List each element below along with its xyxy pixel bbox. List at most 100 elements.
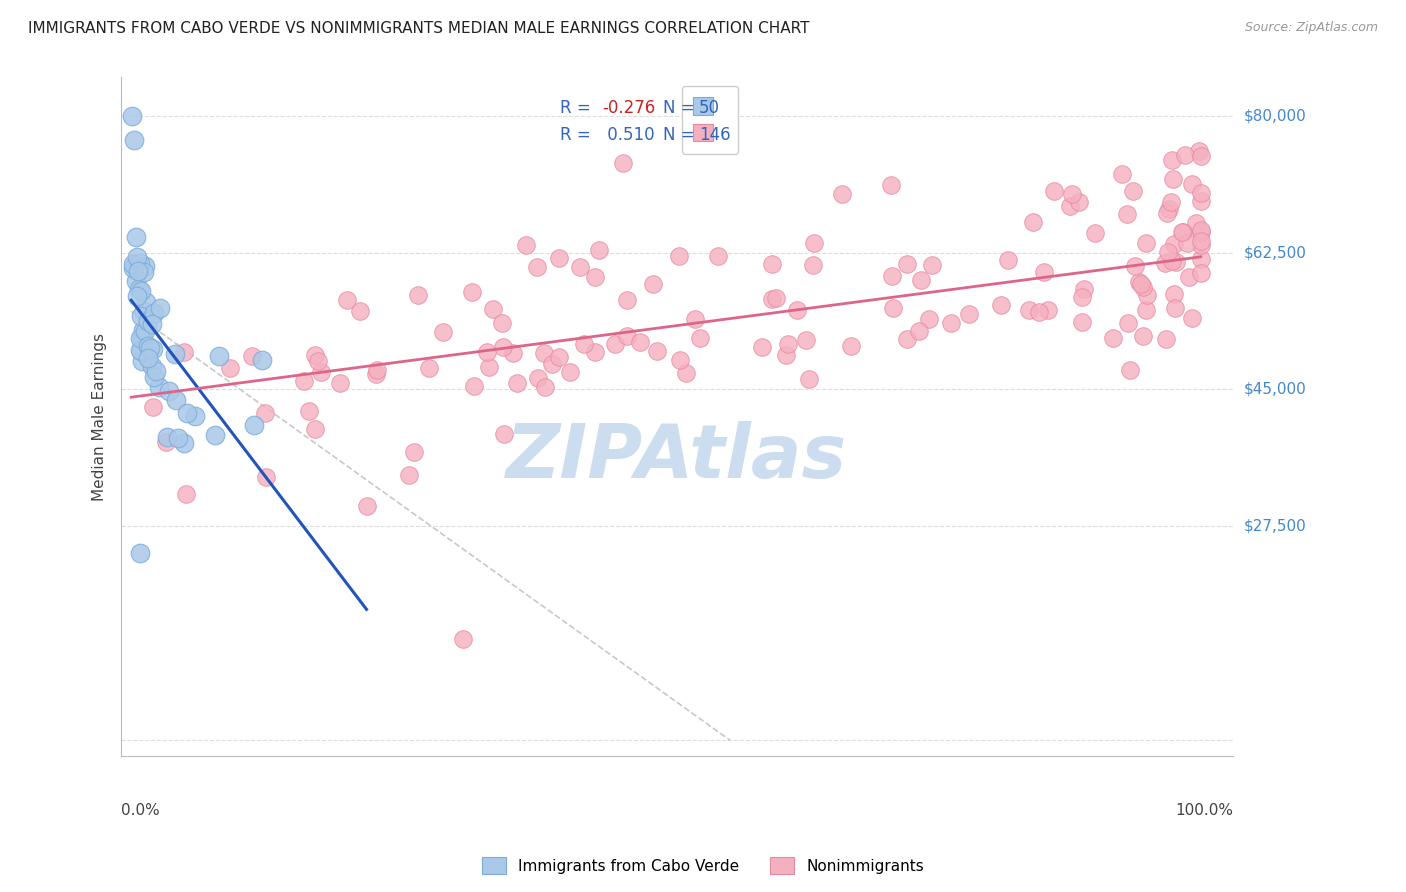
Point [492,340,515,354]
Point [132,323,155,337]
Point [329,376,352,390]
Point [366,363,388,377]
Point [1102,331,1125,345]
Point [1163,286,1185,301]
Point [1164,255,1187,269]
Point [304,348,326,362]
Point [1135,236,1157,251]
Point [1159,202,1181,216]
Point [121,257,143,271]
Point [142,401,165,415]
Point [173,435,195,450]
Point [533,346,555,360]
Point [1189,194,1212,208]
Text: R =: R = [560,126,596,145]
Text: 146: 146 [699,126,731,145]
Point [669,353,692,368]
Point [1189,266,1212,280]
Text: ZIPAtlas: ZIPAtlas [506,421,848,494]
Point [176,406,198,420]
Point [1174,148,1197,162]
Point [786,302,808,317]
Point [304,421,326,435]
Point [1163,236,1185,251]
Text: R =: R = [560,99,596,117]
Point [163,347,186,361]
Point [141,359,163,373]
Point [689,331,711,345]
Point [605,337,627,351]
Point [451,632,474,646]
Text: $80,000: $80,000 [1244,109,1306,124]
Point [1160,194,1182,209]
Point [173,345,195,359]
Text: 50: 50 [699,99,720,117]
Point [616,293,638,307]
Point [494,427,516,442]
Point [683,312,706,326]
Point [761,257,783,271]
Point [253,406,276,420]
Point [1189,186,1212,201]
Point [174,486,197,500]
Point [1154,332,1177,346]
Point [997,252,1019,267]
Text: $62,500: $62,500 [1244,245,1306,260]
Point [418,361,440,376]
Point [675,366,697,380]
Point [839,339,862,353]
Point [1154,256,1177,270]
Point [134,324,156,338]
Text: 100.0%: 100.0% [1175,804,1233,819]
Point [896,257,918,271]
Text: -0.276: -0.276 [602,99,655,117]
Point [149,301,172,316]
Point [125,274,148,288]
Point [616,329,638,343]
Point [1043,184,1066,198]
Point [1132,280,1154,294]
Point [941,316,963,330]
Point [1128,275,1150,289]
Point [558,365,581,379]
Point [668,249,690,263]
Point [534,379,557,393]
Point [336,293,359,307]
Point [1038,302,1060,317]
Legend: , : , [682,86,738,153]
Point [243,418,266,433]
Point [574,337,596,351]
Point [124,258,146,272]
Point [240,349,263,363]
Point [128,331,150,345]
Point [1070,315,1092,329]
Point [128,281,150,295]
Point [402,444,425,458]
Point [129,344,152,359]
Text: 0.510: 0.510 [602,126,655,145]
Point [1129,277,1152,291]
Point [1180,177,1202,191]
Point [183,409,205,423]
Point [707,249,730,263]
Point [136,351,159,365]
Point [1189,149,1212,163]
Text: $27,500: $27,500 [1244,518,1306,533]
Point [1060,186,1083,201]
Point [142,342,165,356]
Point [794,333,817,347]
Point [1187,144,1209,158]
Text: 0.0%: 0.0% [121,804,159,819]
Point [208,349,231,363]
Text: N =: N = [664,99,700,117]
Point [122,260,145,275]
Point [138,341,160,355]
Point [155,434,177,449]
Text: Source: ZipAtlas.com: Source: ZipAtlas.com [1244,21,1378,34]
Point [1028,304,1050,318]
Text: N =: N = [664,126,700,145]
Point [432,325,454,339]
Y-axis label: Median Male Earnings: Median Male Earnings [93,333,107,500]
Point [1073,282,1095,296]
Point [124,133,146,147]
